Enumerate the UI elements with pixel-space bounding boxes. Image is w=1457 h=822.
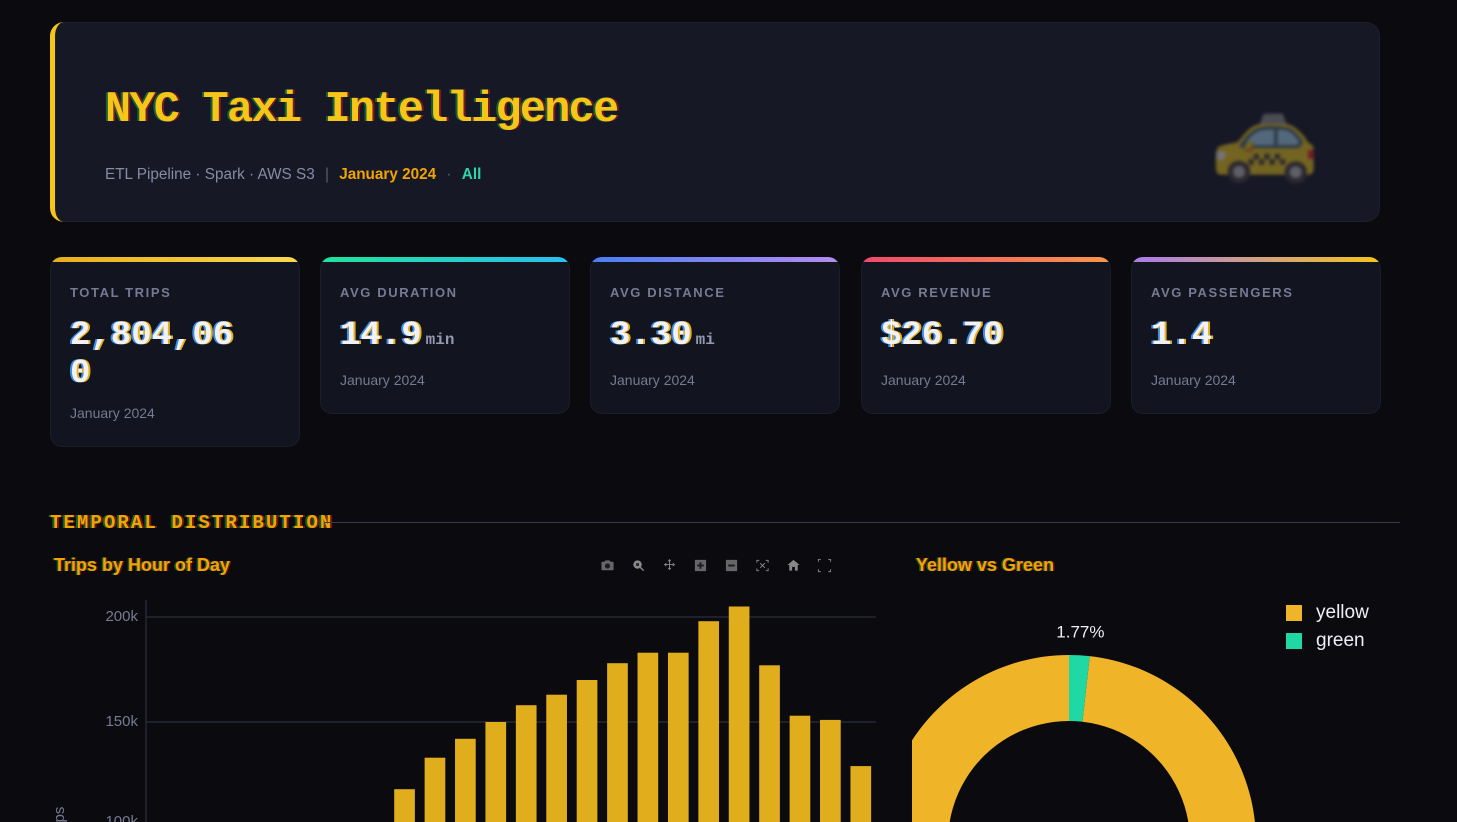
svg-text:100k: 100k <box>105 813 138 822</box>
svg-text:1.77%: 1.77% <box>1056 622 1104 641</box>
svg-text:150k: 150k <box>105 713 138 730</box>
svg-text:Trips: Trips <box>51 807 68 822</box>
svg-text:200k: 200k <box>105 608 138 625</box>
